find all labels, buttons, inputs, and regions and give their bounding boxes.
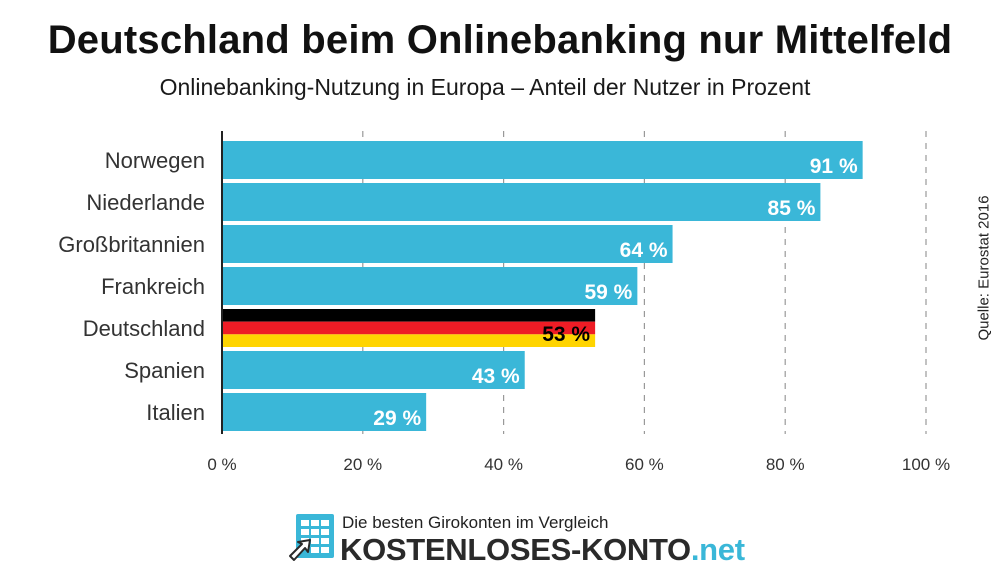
x-tick-label: 20 % bbox=[343, 455, 382, 474]
bar-value-label: 59 % bbox=[584, 281, 632, 304]
source-note: Quelle: Eurostat 2016 bbox=[975, 195, 993, 341]
bar-value-label: 85 % bbox=[768, 197, 816, 220]
x-tick-label: 40 % bbox=[484, 455, 523, 474]
category-label: Italien bbox=[146, 400, 205, 425]
brand-name-tld: .net bbox=[690, 532, 745, 567]
category-label: Deutschland bbox=[83, 316, 205, 341]
brand-logo-icon bbox=[289, 514, 334, 561]
bar-value-label: 64 % bbox=[620, 239, 668, 262]
category-label: Frankreich bbox=[101, 274, 205, 299]
x-tick-label: 100 % bbox=[902, 455, 950, 474]
bar-group: 59 % bbox=[222, 267, 638, 305]
x-tick-label: 0 % bbox=[207, 455, 236, 474]
chart-title: Deutschland beim Onlinebanking nur Mitte… bbox=[47, 18, 953, 62]
bar bbox=[222, 267, 638, 305]
bar-value-label: 91 % bbox=[810, 155, 858, 178]
bar-group: 29 % bbox=[222, 393, 427, 431]
bar-flag-black bbox=[222, 309, 596, 322]
bar bbox=[222, 393, 427, 431]
bar bbox=[222, 225, 673, 263]
brand-tagline: Die besten Girokonten im Vergleich bbox=[342, 513, 609, 532]
bar-flag-gold bbox=[222, 334, 596, 347]
bar-group: 43 % bbox=[222, 351, 525, 389]
bar-group: 85 % bbox=[222, 183, 821, 221]
chart-subtitle: Onlinebanking-Nutzung in Europa – Anteil… bbox=[159, 74, 811, 100]
category-label: Norwegen bbox=[105, 148, 205, 173]
bar bbox=[222, 183, 821, 221]
bar bbox=[222, 141, 863, 179]
bar-value-label: 43 % bbox=[472, 365, 520, 388]
category-label: Niederlande bbox=[86, 190, 205, 215]
bar bbox=[222, 351, 525, 389]
bar-group: 91 % bbox=[222, 141, 863, 179]
brand-footer: Die besten Girokonten im Vergleich KOSTE… bbox=[288, 512, 758, 568]
bar-flag-red bbox=[222, 321, 596, 335]
category-label: Großbritannien bbox=[58, 232, 205, 257]
bar-highlight: 53 % bbox=[222, 309, 596, 347]
bar-value-label: 29 % bbox=[373, 407, 421, 430]
bar-group: 64 % bbox=[222, 225, 673, 263]
x-tick-label: 60 % bbox=[625, 455, 664, 474]
bar-value-label: 53 % bbox=[542, 323, 590, 346]
category-label: Spanien bbox=[124, 358, 205, 383]
brand-name-main: KOSTENLOSES-KONTO bbox=[340, 532, 691, 567]
x-tick-label: 80 % bbox=[766, 455, 805, 474]
brand-name: KOSTENLOSES-KONTO.net bbox=[340, 532, 745, 568]
